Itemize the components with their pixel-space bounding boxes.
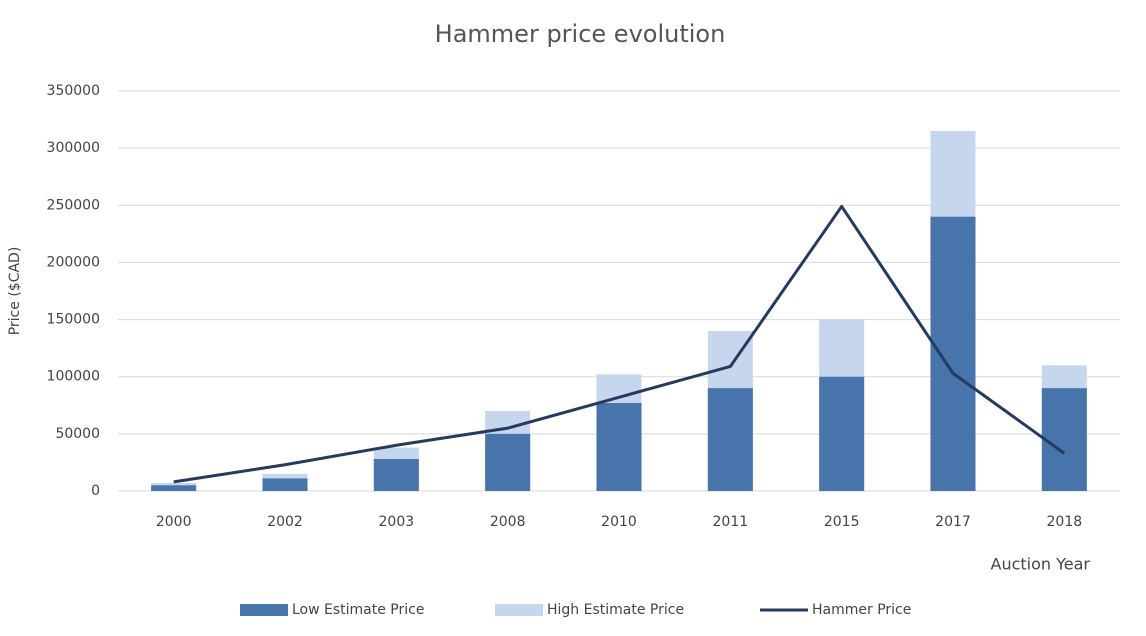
legend-label: Low Estimate Price (292, 602, 424, 618)
legend-label: Hammer Price (812, 602, 911, 618)
x-tick-label: 2008 (490, 514, 526, 530)
y-axis-label: Price ($CAD) (7, 247, 23, 336)
bar (373, 459, 419, 491)
x-tick-label: 2017 (935, 514, 971, 530)
y-tick-label: 0 (91, 483, 100, 499)
x-axis-label: Auction Year (991, 555, 1091, 574)
legend-label: High Estimate Price (547, 602, 684, 618)
bar (151, 485, 197, 491)
x-tick-label: 2018 (1047, 514, 1083, 530)
bar (485, 433, 531, 491)
x-tick-label: 2002 (267, 514, 303, 530)
bar (819, 376, 865, 491)
x-tick-label: 2000 (156, 514, 192, 530)
y-tick-label: 200000 (47, 254, 100, 270)
y-tick-label: 100000 (47, 369, 100, 385)
y-tick-label: 350000 (47, 83, 100, 99)
y-tick-label: 150000 (47, 312, 100, 328)
x-tick-label: 2010 (601, 514, 637, 530)
x-tick-label: 2003 (379, 514, 415, 530)
legend-swatch (495, 604, 543, 616)
legend-swatch (240, 604, 288, 616)
y-tick-label: 300000 (47, 140, 100, 156)
bar (707, 388, 753, 491)
bar (930, 216, 976, 491)
line (173, 204, 1066, 484)
bar (596, 403, 642, 491)
y-tick-label: 250000 (47, 197, 100, 213)
chart-title: Hammer price evolution (435, 20, 726, 48)
bar (1041, 388, 1087, 491)
bar (262, 478, 308, 491)
x-tick-label: 2015 (824, 514, 860, 530)
x-tick-label: 2011 (713, 514, 749, 530)
y-tick-label: 50000 (55, 426, 100, 442)
